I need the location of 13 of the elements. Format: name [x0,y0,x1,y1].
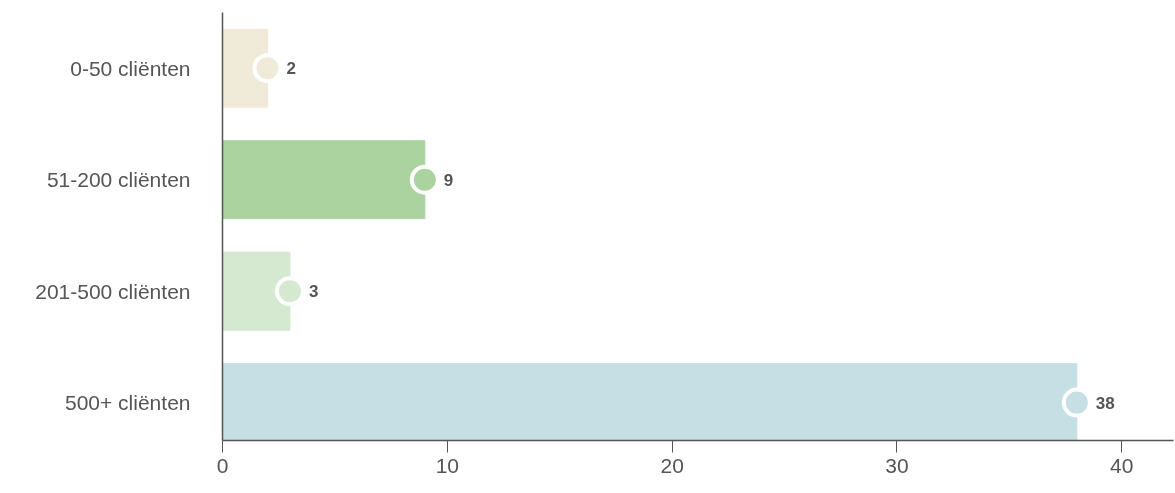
x-tick-label: 10 [435,453,459,477]
x-tick-label: 20 [660,453,684,477]
y-tick-label: 201-500 cliënten [35,279,191,303]
y-tick-label: 0-50 cliënten [70,56,191,80]
data-label: 9 [443,170,454,190]
x-tick-label: 40 [1110,453,1134,477]
data-label: 38 [1095,393,1115,413]
x-tick-label: 30 [885,453,909,477]
data-label: 2 [286,59,296,79]
data-label: 3 [308,282,319,302]
x-tick-label: 0 [216,453,229,477]
y-tick-label: 51-200 cliënten [46,168,191,192]
y-tick-label: 500+ cliënten [64,391,191,415]
